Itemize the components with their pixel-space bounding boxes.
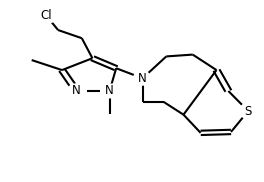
Text: Cl: Cl	[40, 9, 52, 22]
Text: N: N	[72, 84, 81, 98]
Text: N: N	[105, 84, 114, 98]
Text: N: N	[138, 72, 147, 85]
Text: S: S	[244, 104, 252, 118]
